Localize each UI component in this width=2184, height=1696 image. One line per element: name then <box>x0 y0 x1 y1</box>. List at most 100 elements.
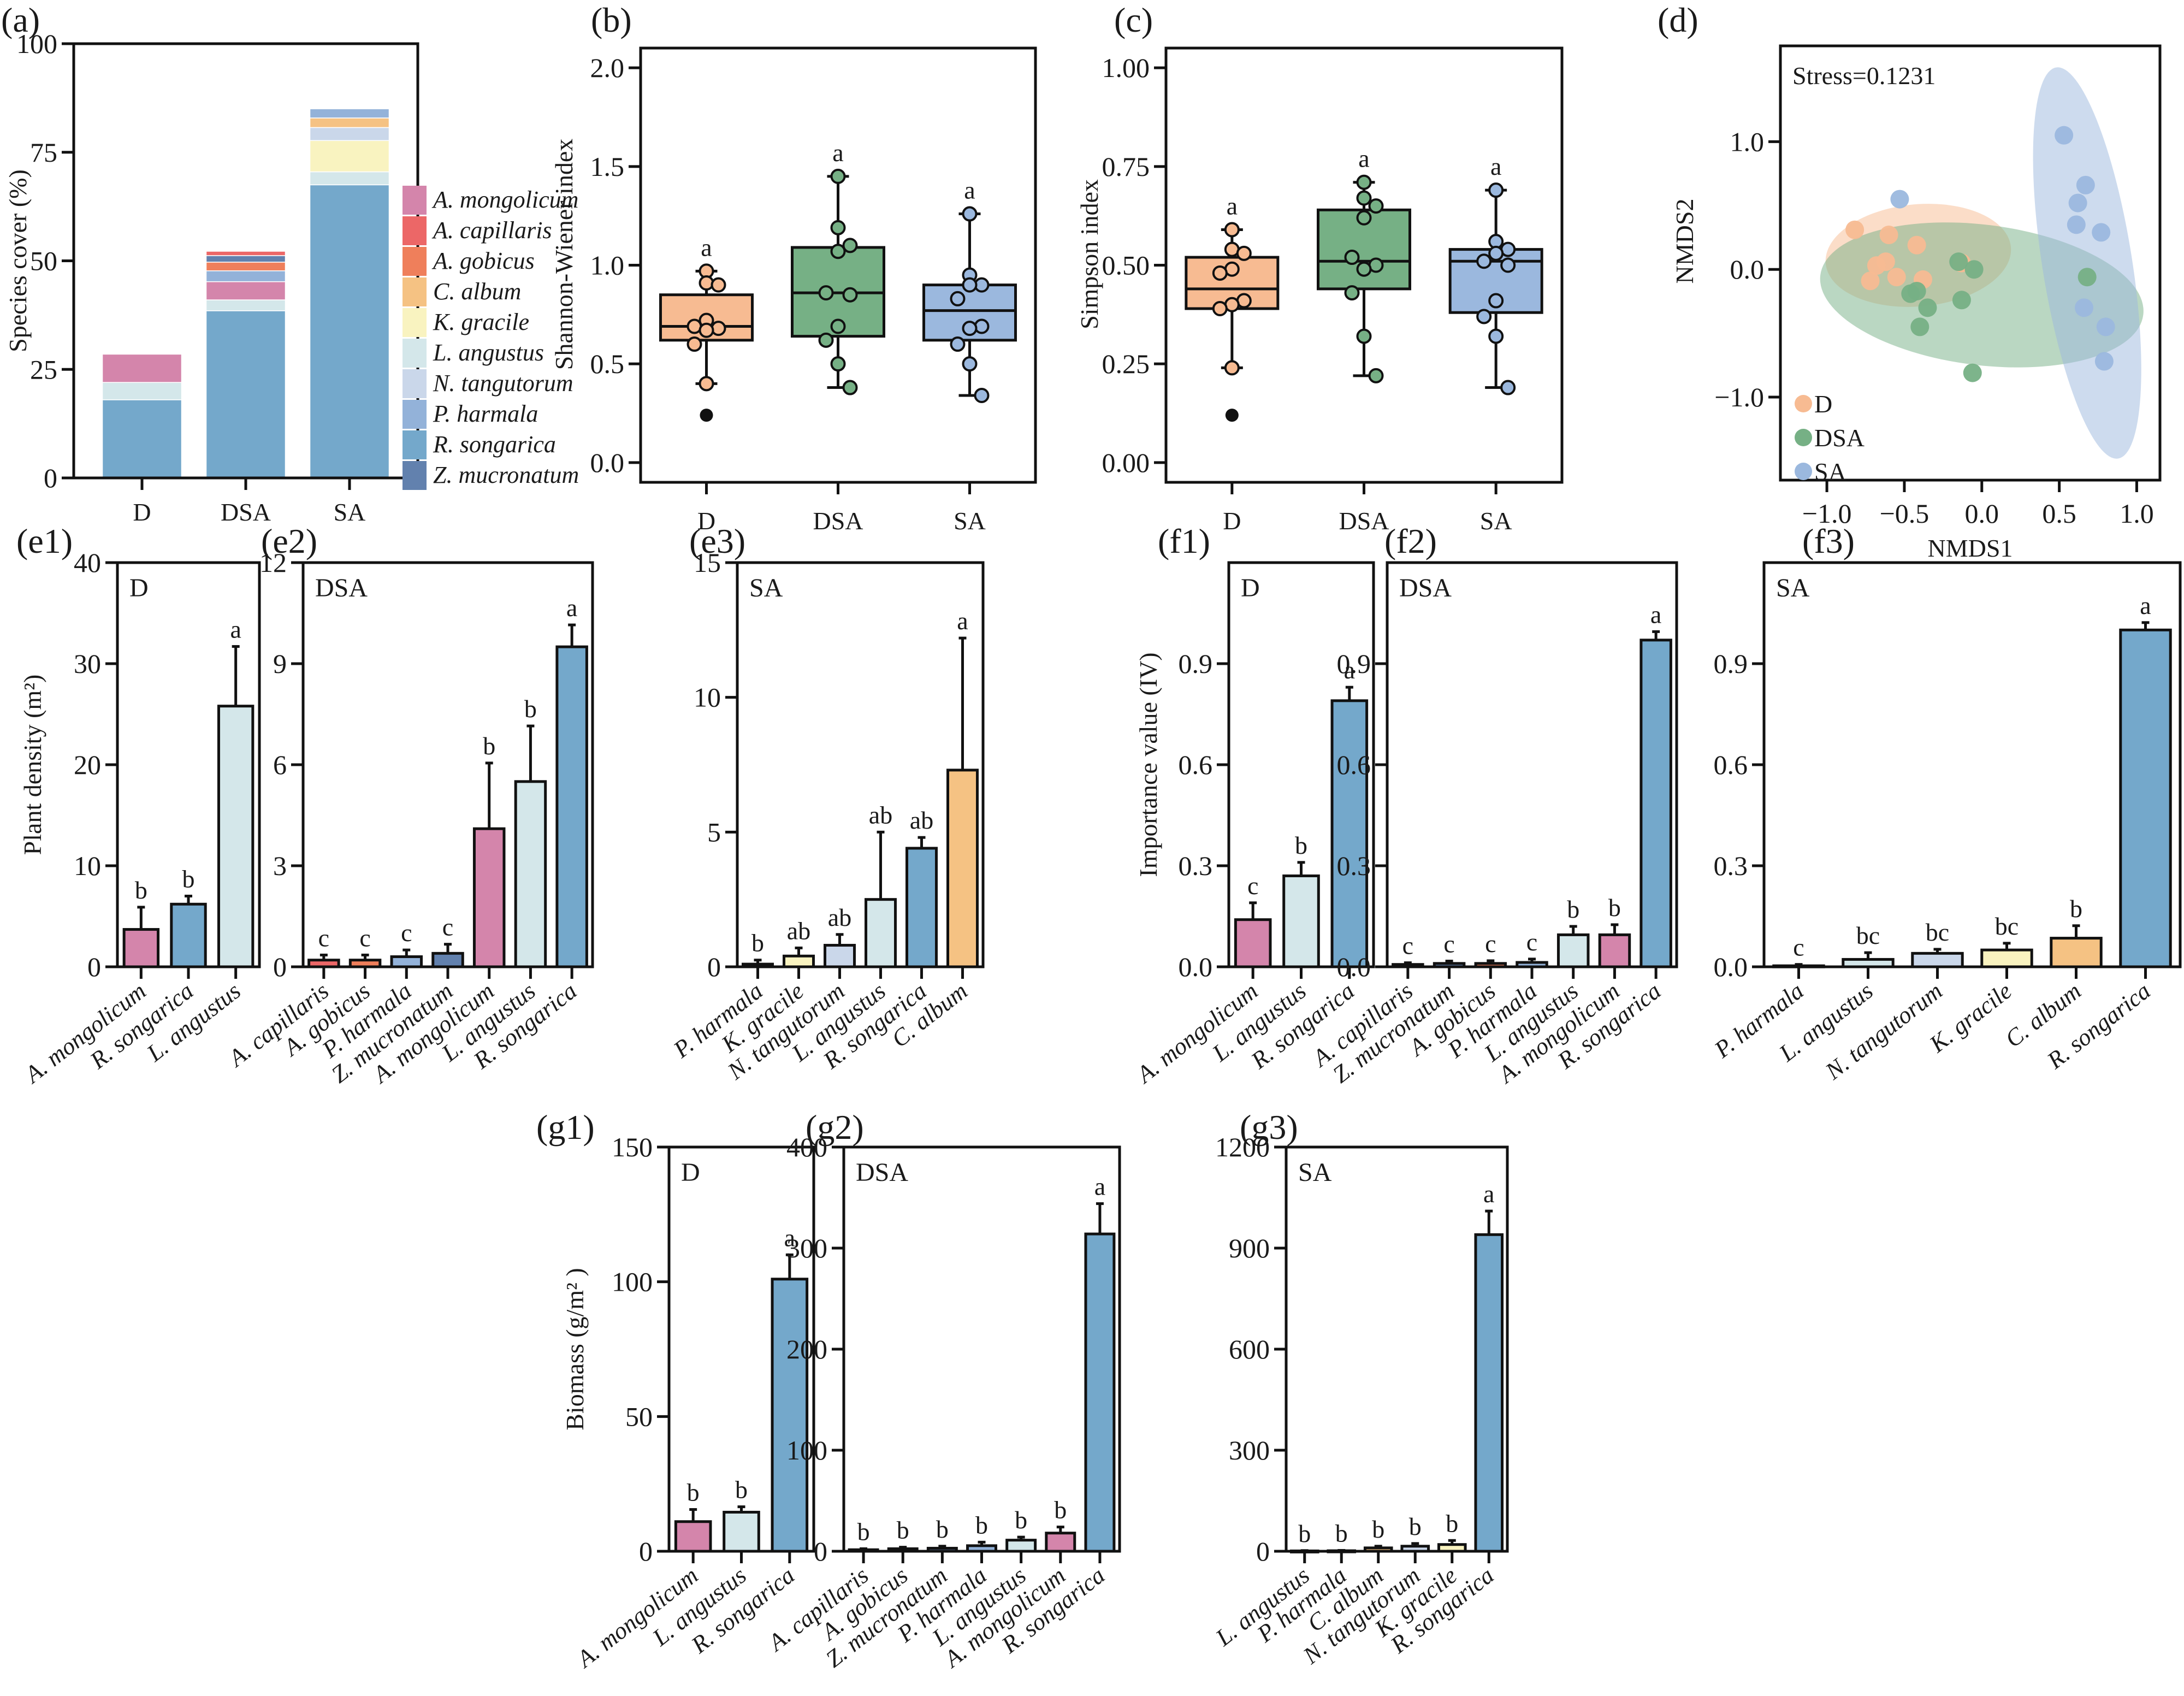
box-D: a <box>659 233 754 422</box>
bar-segment <box>205 255 286 263</box>
ellipse-SA <box>2033 67 2141 459</box>
bar-group: b <box>472 732 506 968</box>
bar-group: c <box>1474 930 1507 968</box>
y-tick-label: 1.0 <box>590 250 625 281</box>
legend-label: C. album <box>433 278 521 305</box>
panel-label: (e1) <box>16 522 73 560</box>
y-tick-label: 0 <box>1256 1536 1270 1567</box>
panel-label: (d) <box>1658 1 1698 39</box>
bar-group: b <box>1437 1509 1467 1553</box>
data-point <box>962 206 978 222</box>
y-tick-label: 600 <box>1229 1334 1270 1364</box>
bar-group: ab <box>783 917 815 968</box>
legend-item: C. album <box>403 277 521 306</box>
legend-item: K. gracile <box>403 308 529 337</box>
bar <box>783 954 815 968</box>
data-point <box>1476 309 1492 324</box>
y-tick-label: 5 <box>707 817 721 847</box>
bar-group: b <box>674 1479 712 1553</box>
y-tick-label: 0.25 <box>1102 348 1150 379</box>
significance-letter: a <box>1358 145 1369 173</box>
bar-group: b <box>848 1517 879 1553</box>
significance-letter: c <box>442 913 453 941</box>
stress-annotation: Stress=0.1231 <box>1792 62 1936 90</box>
significance-letter: b <box>936 1515 949 1543</box>
significance-letter: a <box>1094 1173 1105 1201</box>
bar <box>2050 937 2103 968</box>
y-axis-label: NMDS2 <box>1671 199 1698 284</box>
data-point <box>1356 210 1372 226</box>
data-point <box>1488 293 1504 309</box>
y-tick-label: −1.0 <box>1714 382 1764 412</box>
bar <box>2119 628 2172 968</box>
data-point <box>950 291 966 306</box>
data-point <box>1356 261 1372 277</box>
y-tick-label: 150 <box>612 1132 653 1162</box>
box-SA: a <box>1448 152 1543 395</box>
legend-label: N. tangutorum <box>433 370 573 397</box>
y-tick-label: 50 <box>625 1401 653 1432</box>
data-point <box>699 322 714 338</box>
data-point <box>1356 174 1372 190</box>
legend-marker <box>1795 429 1812 446</box>
legend-item: A. mongolicum <box>403 186 578 215</box>
panel-label: (f1) <box>1158 522 1210 560</box>
bar-group: b <box>170 865 207 968</box>
data-point <box>711 321 726 336</box>
bar-group: bc <box>1842 921 1895 968</box>
legend-swatch <box>403 430 427 459</box>
bar-segment <box>205 299 286 311</box>
plot-frame <box>1762 561 2182 968</box>
data-point <box>686 336 702 352</box>
bar-group: b <box>723 1476 760 1553</box>
legend-swatch <box>403 461 427 490</box>
site-label: DSA <box>315 574 368 602</box>
y-tick-label: 0.9 <box>1337 648 1371 679</box>
significance-letter: b <box>1567 895 1579 923</box>
y-tick-label: 400 <box>786 1132 827 1162</box>
data-point <box>1500 257 1516 273</box>
significance-letter: c <box>401 919 412 947</box>
data-point <box>1356 328 1372 344</box>
bar-group: b <box>2050 895 2103 968</box>
box-SA: a <box>922 176 1017 403</box>
plot-frame <box>667 1145 815 1553</box>
y-axis-label: Biomass (g/m² ) <box>561 1268 589 1430</box>
bar-group: c <box>307 924 340 968</box>
bar-group: c <box>1433 930 1466 968</box>
x-tick-label: SA <box>954 507 986 535</box>
site-label: D <box>129 574 149 602</box>
bar <box>1045 1532 1076 1553</box>
legend-label: A. gobicus <box>431 247 535 274</box>
significance-letter: c <box>1793 933 1804 961</box>
y-tick-label: 0.9 <box>1714 648 1748 679</box>
bar-group: bc <box>1911 918 1964 968</box>
data-point <box>1212 301 1228 316</box>
legend-label: K. gracile <box>433 309 529 335</box>
bar-group: a <box>1330 656 1369 968</box>
legend-item: A. gobicus <box>403 247 535 276</box>
panel-label: (c) <box>1114 1 1153 39</box>
bar <box>674 1520 712 1553</box>
y-tick-label: 100 <box>612 1267 653 1297</box>
bar-group: c <box>431 913 464 968</box>
y-tick-label: 0.6 <box>1714 749 1748 780</box>
data-point <box>1476 253 1492 269</box>
bar-group: a <box>771 1224 809 1553</box>
significance-letter: a <box>964 176 975 204</box>
y-tick-label: 1200 <box>1215 1132 1270 1162</box>
y-tick-label: 0.3 <box>1337 850 1371 881</box>
data-point <box>962 356 978 372</box>
bar-segment <box>102 353 182 383</box>
legend-item: P. harmala <box>403 400 538 429</box>
site-label: D <box>1241 574 1260 602</box>
y-tick-label: 0 <box>273 952 287 982</box>
y-tick-label: 15 <box>694 547 721 578</box>
legend-swatch <box>403 339 427 368</box>
significance-letter: c <box>1247 872 1258 900</box>
plot-frame <box>301 561 594 968</box>
bar-group: bc <box>1980 912 2033 968</box>
bar <box>390 955 423 968</box>
bar <box>1330 699 1369 968</box>
